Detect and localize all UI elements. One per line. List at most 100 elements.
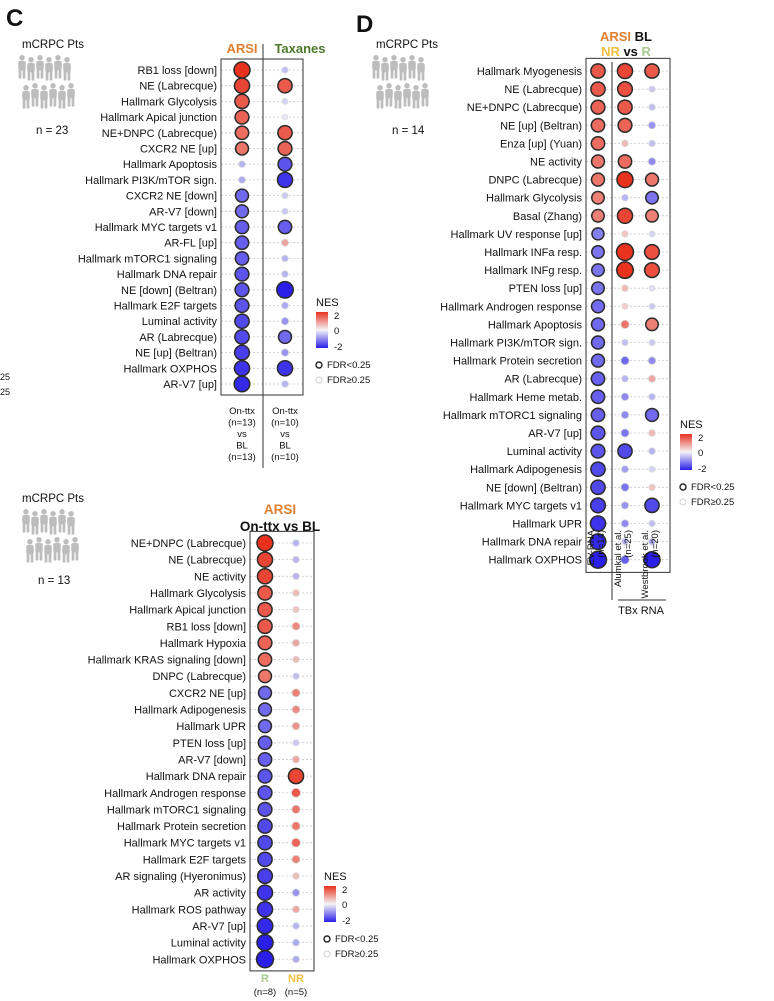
column-label: (n=14) bbox=[596, 530, 607, 558]
legend-color-bar bbox=[324, 886, 336, 922]
row-label: NE activity bbox=[194, 571, 246, 583]
legend-tick: 2 bbox=[698, 433, 703, 444]
row-label: Hallmark Apical junction bbox=[100, 112, 217, 124]
nes-dot bbox=[616, 81, 634, 98]
nes-dot bbox=[621, 284, 629, 292]
nes-dot bbox=[256, 900, 274, 918]
row-label: AR-V7 [up] bbox=[163, 379, 217, 391]
legend-tick: -2 bbox=[342, 916, 350, 927]
nes-dot bbox=[292, 905, 300, 914]
row-label: DNPC (Labrecque) bbox=[152, 671, 246, 683]
nes-dot bbox=[589, 515, 607, 532]
nes-dot bbox=[591, 263, 605, 278]
legend-fdr-sig: FDR<0.25 bbox=[691, 482, 735, 493]
nes-dot bbox=[291, 888, 301, 897]
nes-dot bbox=[280, 317, 290, 326]
nes-dot bbox=[292, 572, 300, 581]
column-label: BL bbox=[279, 441, 291, 452]
nes-dot bbox=[257, 752, 273, 767]
legend-tick: 0 bbox=[698, 448, 703, 459]
column-label: R bbox=[261, 973, 269, 985]
nes-dot bbox=[620, 356, 630, 366]
nes-dot bbox=[234, 297, 250, 314]
nes-dot bbox=[648, 429, 656, 437]
row-label: Hallmark OXPHOS bbox=[123, 363, 217, 375]
nes-dot bbox=[643, 262, 661, 279]
nes-dot bbox=[620, 392, 630, 401]
nes-dot bbox=[257, 585, 273, 601]
column-label: EV-RNA bbox=[586, 529, 597, 565]
row-label: NE [down] (Beltran) bbox=[486, 482, 582, 494]
row-label: Hallmark mTORC1 signaling bbox=[107, 804, 246, 816]
legend-fdr-ns: FDR≥0.25 bbox=[691, 497, 734, 508]
nes-dot bbox=[648, 447, 656, 455]
row-label: Hallmark E2F targets bbox=[114, 301, 218, 313]
row-label: NE [down] (Beltran) bbox=[121, 285, 217, 297]
row-label: DNPC (Labrecque) bbox=[488, 175, 582, 187]
legend-title: NES bbox=[680, 419, 703, 431]
nes-dot bbox=[647, 356, 657, 365]
nes-dot bbox=[590, 353, 606, 368]
column-label: (n=13) bbox=[228, 418, 256, 429]
column-label: Alumkal et al. bbox=[613, 530, 624, 587]
chart-header-part: BL bbox=[631, 29, 652, 44]
nes-dot bbox=[257, 735, 273, 751]
nes-dot bbox=[256, 867, 274, 885]
nes-legend: NES 2 0 -2 FDR<0.25 FDR≥0.25 bbox=[315, 297, 371, 386]
row-label: NE activity bbox=[530, 157, 582, 169]
nes-dot bbox=[234, 250, 250, 266]
nes-dot bbox=[234, 329, 250, 345]
row-label: Luminal activity bbox=[142, 316, 218, 328]
column-label: On-ttx bbox=[272, 406, 298, 417]
nes-legend: NES 2 0 -2 FDR<0.25 FDR≥0.25 bbox=[679, 419, 735, 508]
nes-dot bbox=[281, 301, 289, 310]
nes-dot bbox=[648, 374, 656, 383]
chart-header: ARSI bbox=[264, 502, 296, 517]
column-label: vs bbox=[237, 429, 247, 440]
nes-dot bbox=[281, 380, 289, 388]
column-label: (n=5) bbox=[285, 987, 307, 998]
nes-dot bbox=[590, 154, 606, 169]
nes-dot bbox=[648, 230, 656, 238]
row-label: Hallmark UV response [up] bbox=[451, 229, 582, 241]
column-label: vs bbox=[280, 429, 290, 440]
nes-dot bbox=[281, 66, 289, 74]
nes-dot bbox=[292, 755, 300, 764]
row-label: Hallmark Heme metab. bbox=[470, 392, 582, 404]
legend-fdr-sig-marker bbox=[315, 361, 323, 369]
nes-dot bbox=[292, 739, 300, 747]
nes-dot bbox=[257, 768, 273, 784]
nes-dot bbox=[590, 63, 606, 79]
nes-dot bbox=[621, 537, 629, 546]
nes-dot bbox=[277, 156, 293, 172]
nes-dot bbox=[648, 302, 656, 310]
nes-dot bbox=[643, 243, 661, 261]
row-label: CXCR2 NE [down] bbox=[126, 191, 217, 203]
row-label: Hallmark Glycolysis bbox=[486, 193, 582, 205]
nes-dot bbox=[281, 270, 289, 278]
nes-dot bbox=[292, 589, 300, 597]
nes-dot bbox=[643, 550, 661, 569]
legend-tick: -2 bbox=[698, 464, 706, 475]
row-label: Luminal activity bbox=[507, 446, 583, 458]
nes-dot bbox=[648, 465, 656, 473]
nes-dot bbox=[276, 280, 294, 299]
row-label: AR (Labrecque) bbox=[504, 374, 582, 386]
plot-frame bbox=[249, 530, 315, 972]
legend-tick: 2 bbox=[334, 311, 339, 322]
nes-legend: NES 2 0 -2 FDR<0.25 FDR≥0.25 bbox=[323, 871, 379, 960]
row-label: Hallmark Adipogenesis bbox=[134, 705, 246, 717]
nes-dot bbox=[287, 767, 305, 785]
nes-dot bbox=[257, 702, 273, 717]
dotplot-panel: RB1 loss [down] NE (Labrecque) Hallmark Gl… bbox=[78, 44, 304, 468]
column-label: (n=25) bbox=[623, 530, 634, 558]
nes-dot bbox=[616, 207, 634, 225]
nes-dot bbox=[591, 245, 605, 259]
column-label: (n=20) bbox=[650, 530, 661, 558]
nes-dot bbox=[591, 281, 605, 296]
nes-dot bbox=[257, 601, 273, 618]
column-label: On-ttx bbox=[229, 406, 255, 417]
plot-frame bbox=[220, 58, 304, 396]
row-label: Hallmark UPR bbox=[176, 721, 246, 733]
